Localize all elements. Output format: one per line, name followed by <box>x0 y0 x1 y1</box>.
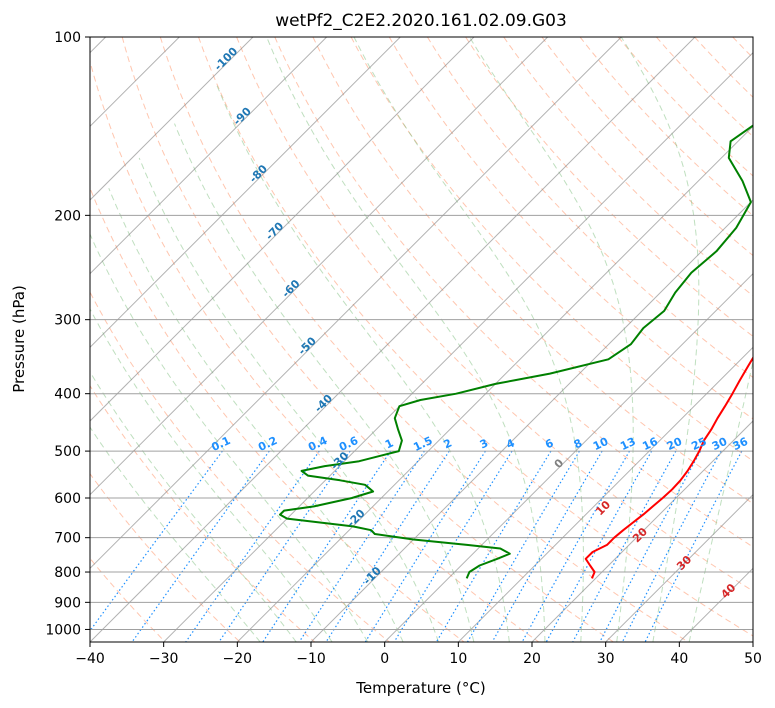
moist-adiabat-line <box>620 37 700 642</box>
moist-adiabat-line <box>108 188 404 642</box>
dry-adiabat-line <box>159 37 689 642</box>
isotherm-line <box>90 37 328 275</box>
dry-adiabat-line <box>90 384 316 642</box>
dry-adiabat-line <box>121 37 614 642</box>
y-axis-label: Pressure (hPa) <box>10 285 28 393</box>
isotherm-line <box>90 37 622 570</box>
mixing-ratio-line <box>644 450 743 642</box>
isotherm-line <box>236 125 753 642</box>
x-tick-label: 10 <box>449 651 467 667</box>
y-tick-label: 200 <box>54 208 81 224</box>
mixing-ratio-line <box>218 450 351 642</box>
mixing-ratio-line <box>393 450 513 642</box>
y-tick-label: 900 <box>54 595 81 611</box>
moist-adiabat-line <box>353 37 584 642</box>
isotherm-line <box>384 272 753 642</box>
isotherm-line <box>90 37 401 349</box>
x-tick-label: −20 <box>223 651 253 667</box>
mixing-ratio-line <box>185 450 320 642</box>
mixing-ratio-label: 13 <box>618 435 637 453</box>
moist-adiabat-line <box>90 426 261 642</box>
moist-adiabat-line <box>174 123 475 642</box>
y-tick-label: 1000 <box>45 622 81 638</box>
y-tick-label: 500 <box>54 444 81 460</box>
isotherm-line <box>531 420 753 642</box>
x-tick-label: 30 <box>597 651 615 667</box>
dry-adiabat-line <box>90 59 540 642</box>
mixing-ratio-line <box>572 450 677 642</box>
x-tick-label: 40 <box>670 651 688 667</box>
data-series <box>279 124 753 579</box>
chart-title: wetPf2_C2E2.2020.161.02.09.G03 <box>275 11 567 31</box>
mixing-ratio-label: 20 <box>665 435 685 453</box>
mixing-ratio-line <box>491 450 603 642</box>
y-tick-label: 700 <box>54 531 81 547</box>
mixing-ratio-label: 16 <box>640 435 660 453</box>
dry-adiabat-line <box>90 186 465 642</box>
y-tick-label: 800 <box>54 565 81 581</box>
mixing-ratio-line <box>599 450 702 642</box>
mixing-ratio-line <box>298 450 425 642</box>
background-lines <box>90 37 753 642</box>
dry-adiabat-line <box>426 37 753 379</box>
isotherm-line <box>90 37 475 422</box>
x-tick-label: 50 <box>744 651 762 667</box>
mixing-ratio-label: 25 <box>689 435 708 453</box>
x-axis-label: Temperature (°C) <box>355 679 485 697</box>
plot-frame <box>89 36 754 643</box>
mixing-ratio-label: 10 <box>591 435 611 453</box>
mixing-ratio-label: 30 <box>710 435 730 453</box>
dry-adiabat-line <box>388 37 753 420</box>
y-tick-label: 100 <box>54 30 81 46</box>
x-tick-label: −40 <box>75 651 105 667</box>
x-tick-label: −30 <box>149 651 179 667</box>
moist-adiabat-line <box>90 308 333 642</box>
temperature-profile <box>584 355 753 579</box>
x-tick-label: −10 <box>296 651 326 667</box>
dewpoint-profile <box>279 124 753 579</box>
x-axis: −40 −30 −20 −10 0 10 20 30 40 50 <box>75 642 762 667</box>
moist-adiabat-line <box>688 358 753 642</box>
isotherm-line <box>163 51 753 642</box>
y-tick-label: 600 <box>54 491 81 507</box>
isotherm-line <box>457 346 753 642</box>
x-tick-label: 0 <box>380 651 389 667</box>
isotherm-line <box>605 493 753 642</box>
mixing-ratio-line <box>521 450 631 642</box>
isotherm-line <box>310 199 753 642</box>
y-axis: 100 200 300 400 500 600 700 800 900 1000 <box>45 30 90 638</box>
pressure-gridlines <box>90 37 753 630</box>
isotherm-line <box>90 37 696 642</box>
x-tick-label: 20 <box>523 651 541 667</box>
dry-adiabat-line <box>90 557 166 642</box>
moist-adiabat-line <box>266 37 546 642</box>
moist-adiabat-line <box>215 83 510 642</box>
mixing-ratio-line <box>90 450 223 632</box>
moist-adiabat-line <box>90 232 369 642</box>
moist-adiabat-line <box>90 370 297 642</box>
y-tick-label: 400 <box>54 387 81 403</box>
isotherm-line <box>90 37 549 496</box>
mixing-ratio-label: 36 <box>731 435 751 453</box>
isotherm-line <box>90 37 254 201</box>
y-tick-label: 300 <box>54 313 81 329</box>
plot-area: -100-90-80-70-60-50-40-30-20-100.1 0.2 0.4… <box>90 37 753 642</box>
dry-adiabat-line <box>274 37 753 548</box>
mixing-ratio-line <box>621 450 722 642</box>
